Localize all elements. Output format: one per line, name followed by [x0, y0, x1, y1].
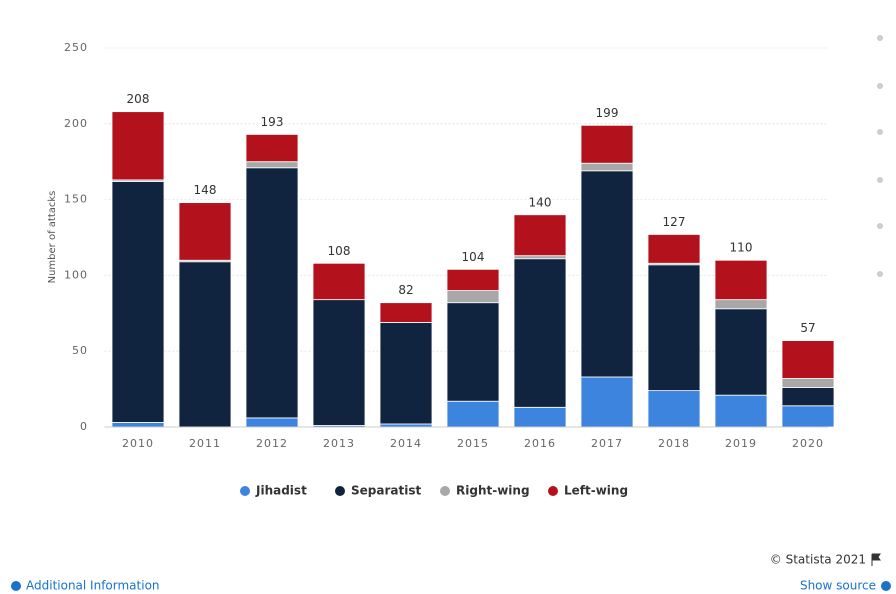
bar-segment [513, 255, 567, 260]
bar-segment [647, 390, 701, 428]
y-tick-label: 100 [64, 268, 88, 281]
bar-segment [714, 299, 768, 310]
x-tick-label: 2017 [591, 437, 623, 450]
legend-label: Left-wing [564, 484, 628, 498]
bar-segment [178, 261, 232, 428]
x-tick-label: 2019 [725, 437, 757, 450]
legend-label: Jihadist [255, 484, 307, 498]
icon[interactable] [877, 129, 883, 135]
bar-segment [781, 378, 835, 388]
bar-segment [178, 202, 232, 261]
bar-segment [580, 124, 634, 164]
x-tick-label: 2010 [122, 437, 154, 450]
x-tick-label: 2020 [792, 437, 824, 450]
total-label: 104 [462, 250, 485, 264]
total-label: 127 [663, 215, 686, 229]
y-axis-label: Number of attacks [47, 191, 58, 284]
side-icons [877, 35, 883, 277]
bar-segment [111, 422, 165, 428]
bar-segment [647, 264, 701, 392]
bar-segment [513, 214, 567, 257]
legend-label: Right-wing [456, 484, 530, 498]
bar-segment [446, 302, 500, 402]
legend-label: Separatist [351, 484, 421, 498]
total-label: 193 [261, 115, 284, 129]
x-tick-label: 2015 [457, 437, 489, 450]
x-tick-label: 2013 [323, 437, 355, 450]
legend-marker [335, 486, 345, 496]
x-tick-label: 2011 [189, 437, 221, 450]
x-tick-label: 2018 [658, 437, 690, 450]
x-tick-label: 2012 [256, 437, 288, 450]
total-label: 110 [730, 241, 753, 255]
total-label: 148 [194, 183, 217, 197]
icon[interactable] [877, 177, 883, 183]
bar-segment [245, 161, 299, 169]
y-tick-label: 150 [64, 193, 88, 206]
legend-marker [548, 486, 558, 496]
flag-icon [871, 553, 881, 566]
bar-segment [111, 181, 165, 423]
total-label: 199 [596, 106, 619, 120]
y-tick-label: 200 [64, 117, 88, 130]
total-label: 140 [529, 195, 552, 209]
total-label: 108 [328, 244, 351, 258]
total-label: 82 [398, 283, 413, 297]
bar-segment [714, 394, 768, 428]
bar-segment [647, 234, 701, 264]
bar-segment [513, 258, 567, 408]
total-label: 57 [800, 321, 815, 335]
bar-segment [111, 111, 165, 181]
bar-segment [446, 290, 500, 304]
additional-info-link[interactable]: Additional Information [26, 579, 160, 593]
icon[interactable] [877, 223, 883, 229]
bar-segment [580, 162, 634, 172]
info-icon[interactable] [11, 581, 21, 591]
icon[interactable] [877, 271, 883, 277]
bar-segment [714, 259, 768, 301]
bar-segment [781, 387, 835, 407]
x-tick-label: 2014 [390, 437, 422, 450]
y-tick-label: 250 [64, 41, 88, 54]
info-icon[interactable] [881, 581, 891, 591]
copyright: © Statista 2021 [770, 553, 866, 567]
bar-segment [379, 321, 433, 425]
bar-segment [245, 167, 299, 419]
bar-segment [580, 170, 634, 378]
bar-segment [513, 406, 567, 428]
x-tick-label: 2016 [524, 437, 556, 450]
y-tick-label: 0 [80, 420, 88, 433]
bar-segment [446, 268, 500, 291]
icon[interactable] [877, 83, 883, 89]
bar-segment [312, 299, 366, 426]
bar-segment [245, 134, 299, 163]
bar-segment [781, 340, 835, 379]
total-label: 208 [127, 92, 150, 106]
y-tick-label: 50 [72, 344, 88, 357]
bar-segment [781, 405, 835, 428]
bar-segment [245, 417, 299, 428]
bar-segment [446, 400, 500, 428]
legend-marker [240, 486, 250, 496]
show-source-link[interactable]: Show source [800, 579, 876, 593]
icon[interactable] [877, 35, 883, 41]
legend-marker [440, 486, 450, 496]
bar-segment [580, 376, 634, 428]
bar-segment [714, 308, 768, 396]
bar-segment [379, 302, 433, 323]
bar-segment [312, 262, 366, 301]
